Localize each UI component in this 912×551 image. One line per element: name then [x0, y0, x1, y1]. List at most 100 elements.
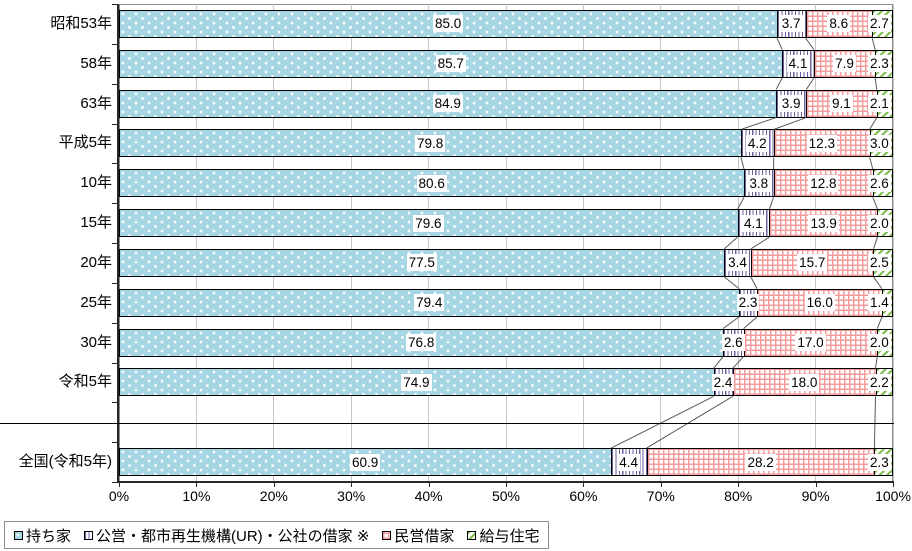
- data-label: 28.2: [745, 453, 776, 471]
- legend-label: 公営・都市再生機構(UR)・公社の借家 ※: [96, 527, 370, 545]
- data-label: 9.1: [830, 95, 853, 113]
- data-label: 4.1: [742, 214, 765, 232]
- x-tick: [428, 483, 430, 487]
- gridline: [350, 4, 352, 482]
- x-tick: [351, 483, 353, 487]
- data-label: 7.9: [833, 55, 856, 73]
- data-label: 2.2: [868, 373, 891, 391]
- x-axis-label: 20%: [259, 488, 288, 504]
- legend-item: 公営・都市再生機構(UR)・公社の借家 ※: [84, 525, 369, 546]
- data-label: 2.3: [868, 453, 891, 471]
- data-label: 80.6: [416, 174, 447, 192]
- x-tick: [506, 483, 507, 487]
- y-tick: [112, 83, 117, 85]
- data-label: 2.6: [721, 334, 745, 352]
- bar-segment-owned-home: [119, 129, 742, 158]
- x-axis-label: 0%: [108, 488, 130, 504]
- y-axis-line: [117, 4, 119, 483]
- y-axis-label: 令和5年: [58, 373, 112, 391]
- x-axis-label: 90%: [801, 488, 830, 504]
- legend: 持ち家 公営・都市再生機構(UR)・公社の借家 ※ 民営借家 給与住宅: [4, 521, 550, 549]
- national-row-separator-line: [0, 423, 894, 424]
- bar-segment-owned-home: [119, 368, 715, 397]
- x-axis-label: 70%: [646, 488, 675, 504]
- data-label: 1.4: [868, 294, 891, 312]
- data-label: 16.0: [804, 294, 835, 312]
- data-label: 12.8: [808, 174, 839, 192]
- y-tick: [112, 482, 117, 483]
- y-tick: [112, 4, 117, 5]
- data-label: 2.1: [868, 95, 891, 113]
- x-tick: [196, 483, 198, 487]
- y-axis-label: 15年: [80, 214, 112, 232]
- legend-item: 民営借家: [382, 525, 454, 546]
- data-label: 74.9: [401, 373, 432, 391]
- legend-label: 民営借家: [394, 527, 455, 545]
- y-axis-label: 30年: [80, 333, 112, 351]
- y-tick: [112, 123, 117, 125]
- y-tick: [112, 243, 117, 244]
- y-tick: [112, 402, 117, 404]
- data-label: 60.9: [350, 453, 381, 471]
- y-tick: [112, 322, 117, 324]
- data-label: 3.8: [747, 174, 771, 192]
- legend-label: 給与住宅: [479, 527, 540, 545]
- y-axis-label: 25年: [80, 293, 112, 311]
- x-tick: [893, 483, 894, 487]
- gridline: [582, 4, 584, 482]
- x-tick: [119, 483, 120, 487]
- legend-label: 持ち家: [26, 527, 72, 545]
- legend-item: 給与住宅: [467, 525, 539, 546]
- x-axis-label: 60%: [569, 488, 598, 504]
- legend-item: 持ち家: [14, 525, 71, 546]
- data-label: 2.3: [736, 294, 760, 312]
- plot-area: 85.0 3.7 8.6 2.7 85.7 4.1 7.9 2.3 84.9 3.9 9.1 2.1 7…: [119, 4, 894, 482]
- y-axis-label: 58年: [80, 54, 112, 72]
- data-label: 12.3: [806, 134, 837, 152]
- data-label: 79.4: [414, 294, 445, 312]
- data-label: 3.7: [779, 15, 803, 33]
- data-label: 4.2: [745, 134, 769, 152]
- y-tick: [112, 362, 117, 364]
- data-label: 2.7: [868, 15, 891, 33]
- y-tick: [112, 282, 117, 284]
- x-tick: [815, 483, 817, 487]
- data-label: 77.5: [406, 254, 437, 272]
- data-label: 4.4: [617, 453, 641, 471]
- data-label: 18.0: [789, 373, 820, 391]
- y-tick: [112, 442, 117, 444]
- gridline: [505, 4, 507, 482]
- data-label: 17.0: [795, 334, 826, 352]
- x-tick: [660, 483, 662, 487]
- legend-swatch-owned-home: [14, 530, 23, 540]
- gridline: [892, 4, 894, 482]
- data-label: 3.0: [868, 134, 891, 152]
- data-label: 2.6: [868, 174, 891, 192]
- x-axis-label: 50%: [491, 488, 521, 504]
- y-axis-label: 昭和53年: [50, 14, 112, 32]
- x-axis-label: 100%: [875, 488, 911, 504]
- data-label: 2.3: [868, 55, 891, 73]
- legend-swatch-company-housing: [467, 530, 477, 540]
- data-label: 84.9: [432, 95, 463, 113]
- gridline: [273, 4, 275, 482]
- x-axis-label: 10%: [182, 488, 211, 504]
- y-axis-label: 全国(令和5年): [18, 453, 112, 471]
- data-label: 3.4: [726, 254, 749, 272]
- gridline: [815, 4, 817, 482]
- bar-segment-private-rental: [743, 328, 879, 357]
- data-label: 79.6: [413, 214, 444, 232]
- data-label: 8.6: [827, 15, 851, 33]
- data-label: 85.0: [432, 15, 464, 33]
- data-label: 15.7: [797, 254, 828, 272]
- x-axis-label: 30%: [337, 488, 366, 504]
- x-axis-label: 80%: [724, 488, 753, 504]
- x-tick: [583, 483, 585, 487]
- y-axis-label: 63年: [80, 94, 112, 112]
- y-axis-label: 20年: [80, 253, 112, 271]
- y-axis-label: 平成5年: [58, 134, 112, 152]
- y-tick: [112, 203, 117, 205]
- data-label: 79.8: [415, 134, 446, 152]
- data-label: 3.9: [779, 95, 803, 113]
- y-axis-label: 10年: [80, 174, 112, 192]
